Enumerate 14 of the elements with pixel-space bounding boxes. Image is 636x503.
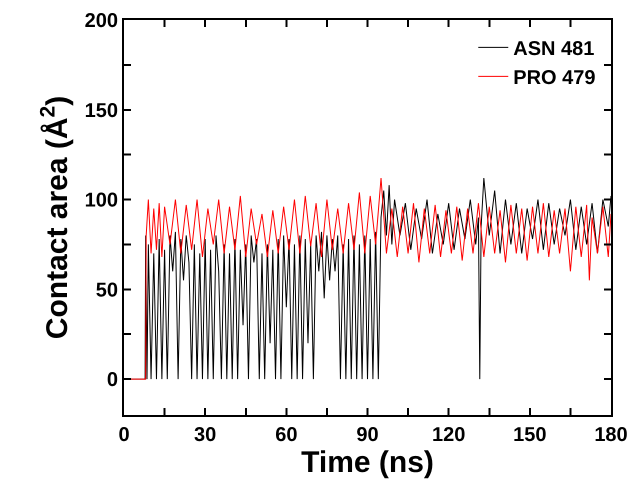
x-tick-label: 120	[432, 424, 466, 446]
legend-label: PRO 479	[513, 67, 596, 90]
x-tick-label: 180	[594, 424, 628, 446]
x-tick-label: 30	[194, 424, 216, 446]
y-tick-label: 50	[96, 279, 118, 302]
y-tick-label: 200	[84, 10, 118, 32]
y-tick-label: 150	[84, 100, 118, 122]
legend-label: ASN 481	[513, 38, 594, 60]
x-axis-title: Time (ns)	[301, 446, 434, 479]
x-tick-label: 60	[275, 424, 298, 446]
y-tick-label: 100	[84, 190, 118, 212]
y-tick-label: 0	[106, 369, 118, 392]
x-tick-label: 150	[513, 424, 547, 446]
x-tick-label: 90	[356, 424, 379, 446]
